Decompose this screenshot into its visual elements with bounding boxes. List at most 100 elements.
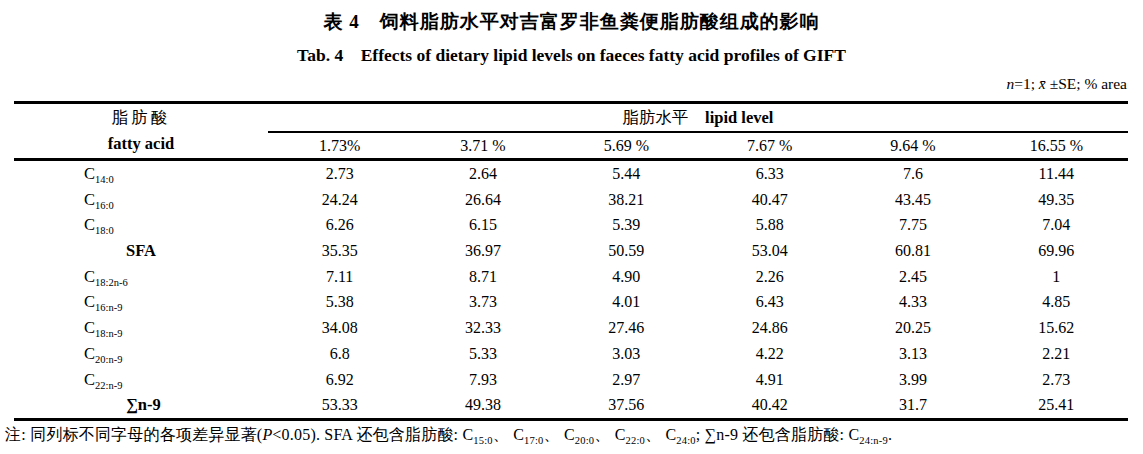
fatty-acid-header-zh: 脂肪酸 (112, 105, 171, 131)
lipid-level-column-header: 5.69 % (555, 133, 698, 158)
text-segment: x̄ (1039, 75, 1046, 92)
value-cell: 7.93 (411, 367, 554, 395)
value-cell: 31.7 (841, 392, 984, 418)
fatty-acid-symbol: C (84, 344, 95, 363)
value-cell: 36.97 (411, 238, 554, 264)
fatty-acid-subscript: 22:n-9 (95, 380, 122, 391)
fatty-acid-subscript: 18:n-9 (95, 328, 122, 339)
fatty-acid-header-en: fatty acid (108, 131, 174, 157)
lipid-level-column-header: 16.55 % (985, 133, 1128, 158)
table-bottom-rule (14, 418, 1128, 421)
value-cell: 7.75 (841, 212, 984, 240)
value-cell: 15.62 (985, 315, 1128, 343)
text-segment: 、 C (594, 426, 625, 443)
text-segment: 、 C (493, 426, 524, 443)
fatty-acid-subscript: 18:2n-6 (95, 277, 128, 288)
value-cell: 7.11 (268, 264, 411, 292)
table-row: C20:n-96.85.333.034.223.132.21 (14, 341, 1128, 367)
lipid-level-header-group: 脂肪水平 lipid level 1.73%3.71 %5.69 %7.67 %… (268, 104, 1128, 158)
value-cell: 4.90 (555, 264, 698, 292)
lipid-level-column-header: 9.64 % (841, 133, 984, 158)
value-cell: 26.64 (411, 187, 554, 215)
value-cell: 24.24 (268, 187, 411, 215)
text-segment: 15:0 (473, 435, 492, 446)
row-label: C20:n-9 (14, 341, 268, 369)
value-cell: 69.96 (985, 238, 1128, 264)
value-cell: 32.33 (411, 315, 554, 343)
table-row: SFA35.3536.9750.5953.0460.8169.96 (14, 238, 1128, 264)
fatty-acid-subscript: 18:0 (95, 225, 114, 236)
lipid-level-header: 脂肪水平 lipid level (268, 104, 1128, 131)
row-label: C14:0 (14, 161, 268, 189)
value-cell: 38.21 (555, 187, 698, 215)
value-cell: 3.13 (841, 341, 984, 369)
table-row: C14:02.732.645.446.337.611.44 (14, 161, 1128, 187)
text-segment: 、 C (544, 426, 575, 443)
text-segment: =1; (1014, 75, 1039, 92)
value-cell: 40.47 (698, 187, 841, 215)
value-cell: 6.8 (268, 341, 411, 369)
text-segment: P (262, 426, 272, 443)
lipid-level-column-header: 3.71 % (411, 133, 554, 158)
row-label: C18:0 (14, 212, 268, 240)
lipid-level-column-header: 7.67 % (698, 133, 841, 158)
value-cell: 5.88 (698, 212, 841, 240)
row-label: C18:n-9 (14, 315, 268, 343)
value-cell: 2.73 (268, 161, 411, 189)
value-cell: 25.41 (985, 392, 1128, 418)
value-cell: 6.92 (268, 367, 411, 395)
value-cell: 8.71 (411, 264, 554, 292)
text-segment: lipid level (705, 108, 773, 127)
value-cell: 5.44 (555, 161, 698, 189)
fatty-acid-symbol: SFA (126, 241, 156, 260)
value-cell: 20.25 (841, 315, 984, 343)
table-row: C18:2n-67.118.714.902.262.451 (14, 264, 1128, 290)
value-cell: 4.22 (698, 341, 841, 369)
text-segment: . (888, 426, 892, 443)
value-cell: 6.15 (411, 212, 554, 240)
value-cell: 6.26 (268, 212, 411, 240)
text-segment: n (1006, 75, 1014, 92)
table-footnote: 注: 同列标不同字母的各项差异显著(P<0.05). SFA 还包含脂肪酸: C… (5, 425, 1143, 446)
value-cell: 50.59 (555, 238, 698, 264)
value-cell: 5.38 (268, 289, 411, 317)
table-row: C18:n-934.0832.3327.4624.8620.2515.62 (14, 315, 1128, 341)
value-cell: 7.04 (985, 212, 1128, 240)
row-label: C16:n-9 (14, 289, 268, 317)
value-cell: 3.99 (841, 367, 984, 395)
value-cell: 6.43 (698, 289, 841, 317)
text-segment: 注: 同列标不同字母的各项差异显著( (5, 426, 262, 443)
row-label: C22:n-9 (14, 367, 268, 395)
stat-note: n=1; x̄ ±SE; % area (1006, 75, 1127, 93)
fatty-acid-symbol: C (84, 190, 95, 209)
text-segment: <0.05). SFA 还包含脂肪酸: C (272, 426, 473, 443)
row-label: C16:0 (14, 187, 268, 215)
fatty-acid-symbol: C (84, 292, 95, 311)
row-label: ∑n-9 (14, 392, 268, 418)
value-cell: 2.21 (985, 341, 1128, 369)
paper-table-page: 表 4 饲料脂肪水平对吉富罗非鱼粪便脂肪酸组成的影响 Tab. 4 Effect… (0, 0, 1143, 454)
value-cell: 60.81 (841, 238, 984, 264)
text-segment: 、 C (645, 426, 676, 443)
data-table: 脂肪酸 fatty acid 脂肪水平 lipid level 1.73%3.7… (14, 101, 1128, 421)
text-segment: 24:n-9 (859, 435, 888, 446)
value-cell: 4.33 (841, 289, 984, 317)
value-cell: 37.56 (555, 392, 698, 418)
value-cell: 35.35 (268, 238, 411, 264)
fatty-acid-subscript: 14:0 (95, 174, 114, 185)
table-title-en: Tab. 4 Effects of dietary lipid levels o… (0, 43, 1143, 67)
value-cell: 2.73 (985, 367, 1128, 395)
value-cell: 11.44 (985, 161, 1128, 189)
value-cell: 7.6 (841, 161, 984, 189)
fatty-acid-subscript: 16:n-9 (95, 302, 122, 313)
fatty-acid-symbol: C (84, 215, 95, 234)
value-cell: 4.01 (555, 289, 698, 317)
value-cell: 2.97 (555, 367, 698, 395)
value-cell: 4.91 (698, 367, 841, 395)
text-segment: 24:0 (676, 435, 695, 446)
table-row: C16:n-95.383.734.016.434.334.85 (14, 289, 1128, 315)
value-cell: 49.38 (411, 392, 554, 418)
value-cell: 2.64 (411, 161, 554, 189)
text-segment: 脂肪水平 (623, 108, 689, 127)
value-cell: 40.42 (698, 392, 841, 418)
